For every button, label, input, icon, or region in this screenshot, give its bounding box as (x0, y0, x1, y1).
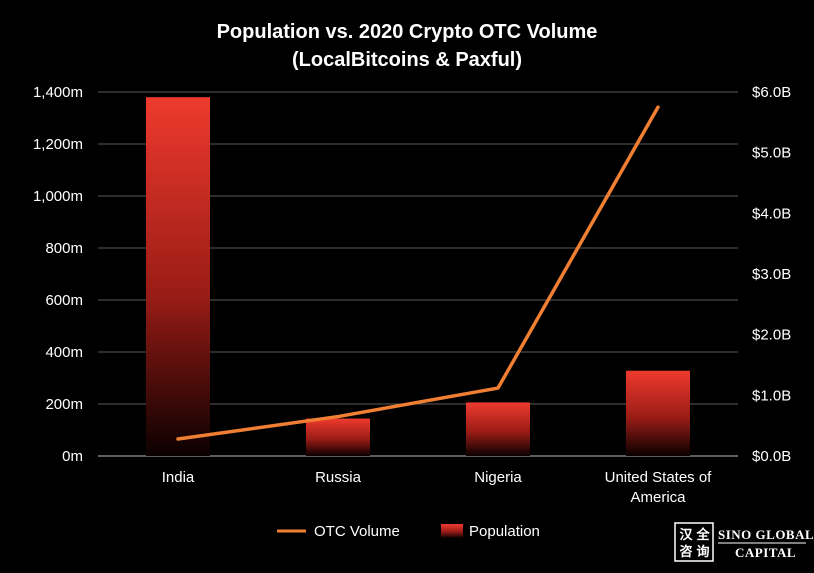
right-tick-label: $2.0B (752, 327, 791, 344)
left-tick-label: 1,400m (33, 84, 83, 101)
left-tick-label: 1,200m (33, 136, 83, 153)
right-axis-ticks: $0.0B $1.0B $2.0B $3.0B $4.0B $5.0B $6.0B (752, 84, 791, 465)
population-bars (146, 97, 690, 456)
logo-char-2: 全 (695, 527, 710, 543)
left-tick-label: 0m (62, 448, 83, 465)
logo-char-1: 汉 (679, 527, 693, 543)
left-tick-label: 600m (45, 292, 83, 309)
right-tick-label: $5.0B (752, 145, 791, 162)
otc-volume-line (176, 105, 660, 441)
population-bar (626, 370, 690, 456)
chart-title-line-1: Population vs. 2020 Crypto OTC Volume (217, 21, 598, 43)
chart-title-line-2: (LocalBitcoins & Paxful) (292, 49, 522, 71)
sino-global-capital-logo: 汉 全 咨 询 SINO GLOBAL CAPITAL (674, 522, 814, 562)
logo-char-4: 询 (696, 544, 709, 560)
right-tick-label: $4.0B (752, 205, 791, 222)
logo-line-1: SINO GLOBAL (718, 527, 814, 542)
otc-volume-series (176, 105, 660, 441)
right-tick-label: $0.0B (752, 448, 791, 465)
left-tick-label: 200m (45, 396, 83, 413)
left-axis-ticks: 0m 200m 400m 600m 800m 1,000m 1,200m 1,400m (33, 84, 83, 465)
left-tick-label: 400m (45, 344, 83, 361)
legend-population-swatch (441, 524, 463, 538)
population-bar (306, 418, 370, 456)
logo-char-3: 咨 (679, 544, 692, 560)
right-tick-label: $6.0B (752, 84, 791, 101)
category-labels: India Russia Nigeria United States of Americ… (162, 469, 712, 506)
legend: OTC Volume Population (277, 523, 540, 540)
population-bar (466, 402, 530, 456)
right-tick-label: $3.0B (752, 266, 791, 283)
logo-seal (674, 522, 714, 562)
legend-population-label: Population (469, 523, 540, 540)
left-tick-label: 1,000m (33, 188, 83, 205)
population-bar (146, 97, 210, 456)
category-label: United States of (605, 469, 713, 486)
category-label: India (162, 469, 195, 486)
left-tick-label: 800m (45, 240, 83, 257)
category-label: Nigeria (474, 469, 522, 486)
category-label: Russia (315, 469, 362, 486)
right-tick-label: $1.0B (752, 387, 791, 404)
legend-otc-label: OTC Volume (314, 523, 400, 540)
logo-line-2: CAPITAL (735, 545, 796, 560)
category-label: America (630, 489, 686, 506)
